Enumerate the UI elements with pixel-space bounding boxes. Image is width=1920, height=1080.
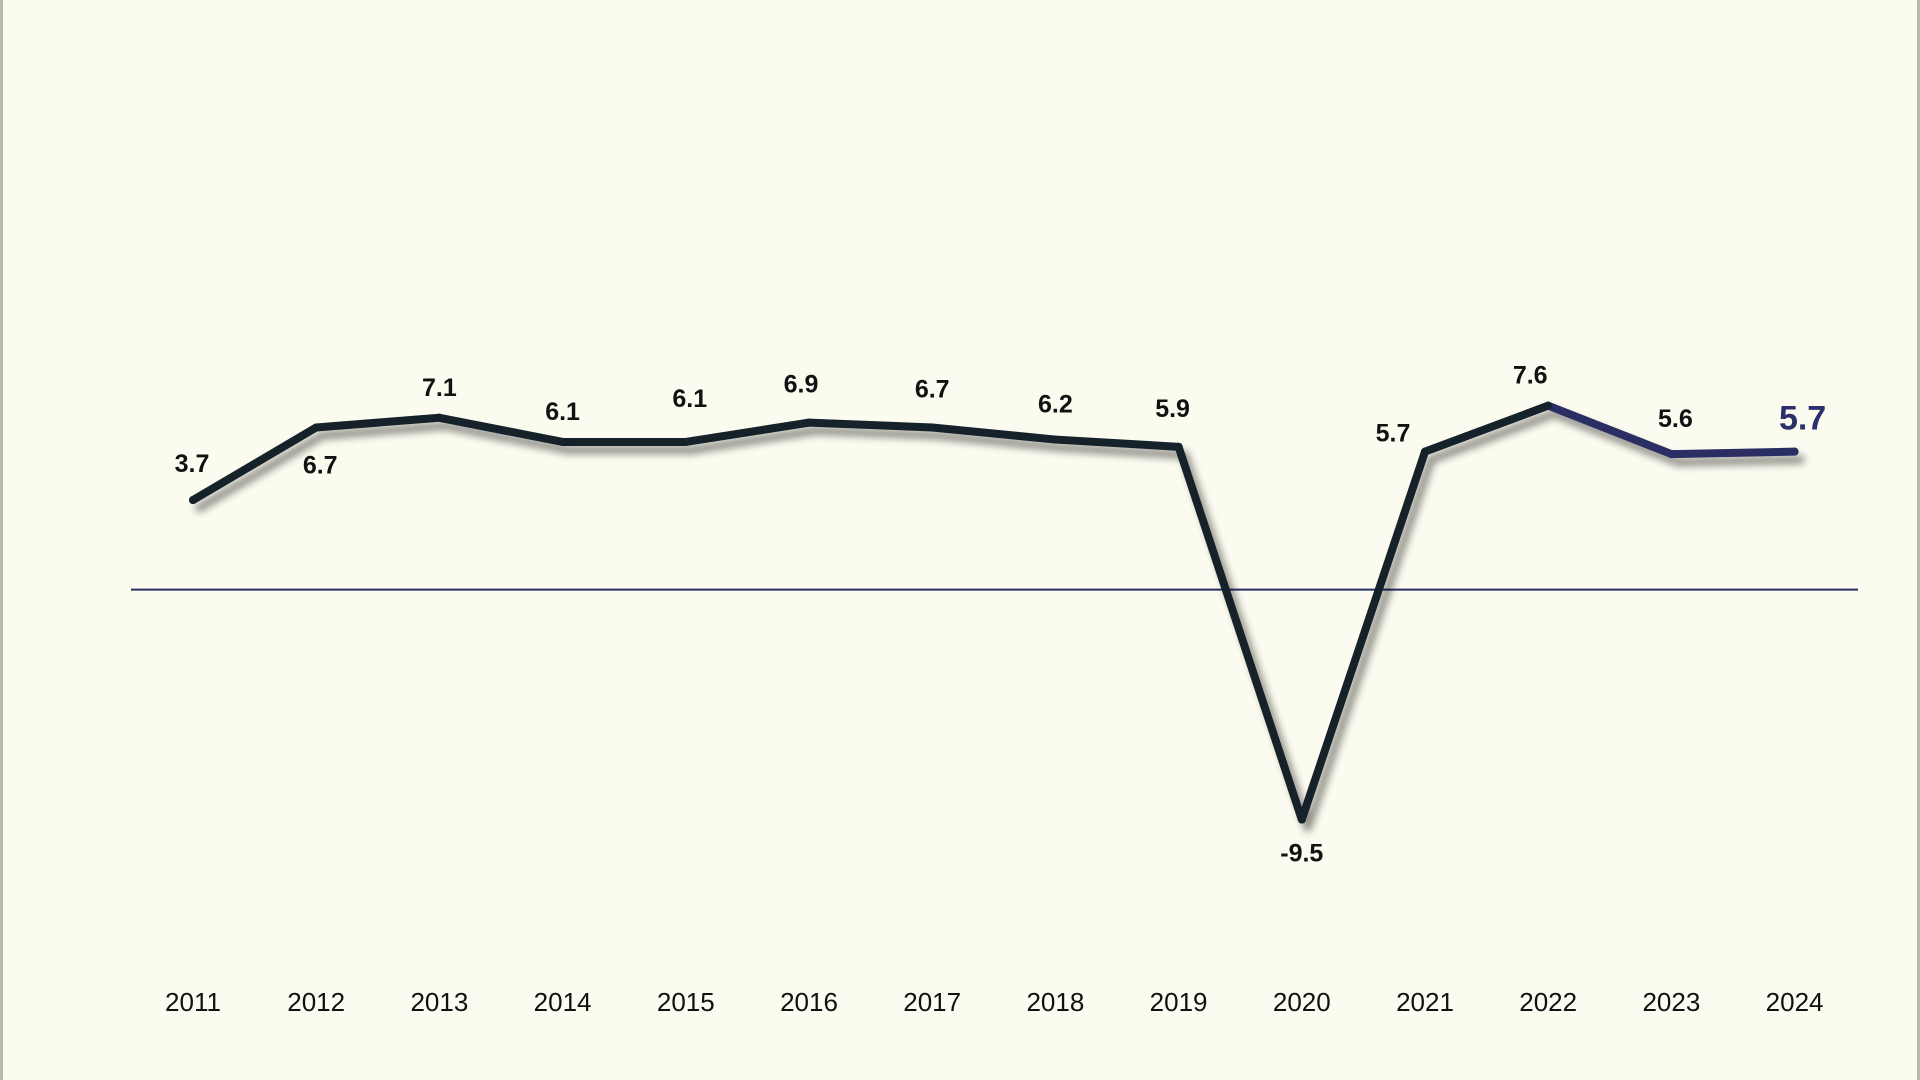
x-tick-label-2011: 2011	[165, 987, 221, 1017]
x-tick-label-2012: 2012	[287, 987, 345, 1017]
series-line-group	[189, 401, 1799, 824]
data-point-2020	[1297, 815, 1306, 824]
x-tick-label-2018: 2018	[1026, 987, 1084, 1017]
line-segment-2011-2012	[189, 423, 321, 505]
data-label-2013: 7.1	[422, 374, 457, 402]
x-tick-label-2022: 2022	[1519, 987, 1577, 1017]
x-tick-label-2023: 2023	[1642, 987, 1700, 1017]
line-segment-2023-2024	[1667, 447, 1799, 459]
data-label-2020: -9.5	[1280, 840, 1323, 868]
data-point-2019	[1174, 442, 1183, 451]
x-tick-label-2014: 2014	[534, 987, 592, 1017]
line-segment-2022-2023	[1544, 401, 1676, 459]
line-segment-2018-2019	[1051, 435, 1183, 451]
line-segment-2019-2020	[1174, 442, 1306, 824]
data-label-2012: 6.7	[303, 451, 338, 479]
x-tick-label-2024: 2024	[1766, 987, 1824, 1017]
data-label-2014: 6.1	[545, 398, 580, 426]
line-segment-2017-2018	[928, 423, 1060, 444]
data-label-2022: 7.6	[1513, 362, 1548, 390]
data-point-2022	[1544, 401, 1553, 410]
x-tick-label-2015: 2015	[657, 987, 715, 1017]
data-point-2021	[1421, 447, 1429, 456]
x-tick-label-2020: 2020	[1273, 987, 1331, 1017]
data-point-2018	[1051, 435, 1060, 444]
data-label-2017: 6.7	[915, 375, 950, 403]
x-axis-tick-labels: 2011 2012 2013 2014 2015 2016 2017 2018 2019 2020…	[165, 987, 1823, 1017]
line-chart: 3.7 6.7 7.1 6.1 6.1 6.9 6.7 6.2 5.9 -9.5 5.7 7.6 5.6…	[131, 362, 1858, 1017]
line-segment-2015-2016	[681, 418, 813, 446]
line-segment-2021-2022	[1421, 401, 1553, 456]
data-point-2024	[1790, 447, 1799, 456]
data-label-2023: 5.6	[1658, 405, 1693, 433]
data-label-2021: 5.7	[1376, 420, 1411, 448]
x-tick-label-2016: 2016	[780, 987, 838, 1017]
data-labels-group: 3.7 6.7 7.1 6.1 6.1 6.9 6.7 6.2 5.9 -9.5 5.7 7.6 5.6…	[175, 362, 1827, 868]
data-point-2014	[558, 437, 567, 446]
line-segment-2013-2014	[435, 413, 567, 446]
line-segment-2012-2013	[312, 413, 444, 432]
data-point-2017	[928, 423, 937, 432]
data-label-2018: 6.2	[1038, 391, 1073, 419]
x-tick-label-2021: 2021	[1396, 987, 1454, 1017]
data-point-2012	[312, 423, 321, 432]
x-tick-label-2013: 2013	[410, 987, 468, 1017]
x-tick-label-2019: 2019	[1150, 987, 1208, 1017]
data-label-2011: 3.7	[175, 450, 210, 478]
data-label-2015: 6.1	[672, 385, 707, 413]
data-point-2016	[805, 418, 813, 427]
data-point-2015	[681, 437, 690, 446]
data-label-2024: 5.7	[1779, 400, 1826, 438]
data-point-2013	[435, 413, 444, 422]
data-point-2023	[1667, 450, 1676, 459]
data-label-2016: 6.9	[784, 371, 819, 399]
data-label-2019: 5.9	[1155, 395, 1190, 423]
data-point-2011	[189, 496, 197, 505]
line-segment-2020-2021	[1297, 447, 1429, 824]
line-segment-2016-2017	[805, 418, 937, 432]
x-tick-label-2017: 2017	[903, 987, 961, 1017]
